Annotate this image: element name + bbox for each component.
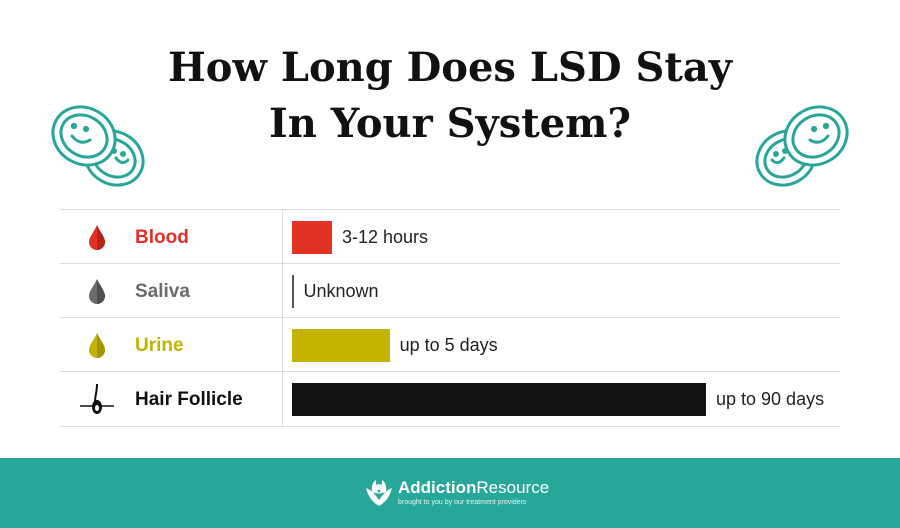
bar-value-label: up to 90 days bbox=[716, 389, 825, 409]
smiley-pills-icon bbox=[51, 105, 145, 187]
bar-value-label: 3-12 hours bbox=[342, 227, 429, 247]
page-title: How Long Does LSD Stay In Your System? bbox=[0, 40, 900, 152]
table-row: Hair Follicle up to 90 days bbox=[60, 372, 840, 426]
title-line-1: How Long Does LSD Stay bbox=[167, 44, 733, 91]
title-line-2: In Your System? bbox=[269, 100, 631, 147]
bar bbox=[292, 275, 294, 308]
blood-drop-icon bbox=[89, 225, 105, 250]
table-row: Urine up to 5 days bbox=[60, 318, 840, 372]
bar-value-label: up to 5 days bbox=[399, 335, 498, 355]
row-divider bbox=[60, 263, 840, 264]
smiley-pills-icon bbox=[755, 105, 849, 187]
column-divider bbox=[282, 209, 283, 427]
row-label: Urine bbox=[135, 335, 184, 356]
detection-table: Blood 3-12 hours Saliva Unknown Urine up… bbox=[60, 209, 840, 427]
row-label: Blood bbox=[135, 227, 189, 248]
footer-banner: AddictionResource brought to you by our … bbox=[0, 458, 900, 528]
brand-tagline: brought to you by our treatment provider… bbox=[398, 499, 527, 506]
row-divider bbox=[60, 317, 840, 318]
row-label: Saliva bbox=[135, 281, 190, 302]
brand-name-part2: Resource bbox=[476, 478, 550, 497]
brand-name: AddictionResource bbox=[398, 478, 549, 498]
addiction-resource-logo-icon bbox=[366, 480, 392, 506]
bar bbox=[292, 221, 332, 254]
row-divider bbox=[60, 371, 840, 372]
brand-logo[interactable]: AddictionResource brought to you by our … bbox=[362, 476, 549, 512]
bar bbox=[292, 383, 706, 416]
bar bbox=[292, 329, 390, 362]
table-row: Blood 3-12 hours bbox=[60, 210, 840, 264]
hair-follicle-icon bbox=[80, 383, 114, 414]
urine-drop-icon bbox=[89, 333, 105, 358]
row-divider bbox=[60, 209, 840, 210]
brand-name-part1: Addiction bbox=[398, 478, 477, 497]
bar-value-label: Unknown bbox=[303, 281, 379, 301]
row-divider bbox=[60, 426, 840, 427]
row-label: Hair Follicle bbox=[135, 389, 243, 410]
table-row: Saliva Unknown bbox=[60, 264, 840, 318]
saliva-drop-icon bbox=[89, 279, 105, 304]
